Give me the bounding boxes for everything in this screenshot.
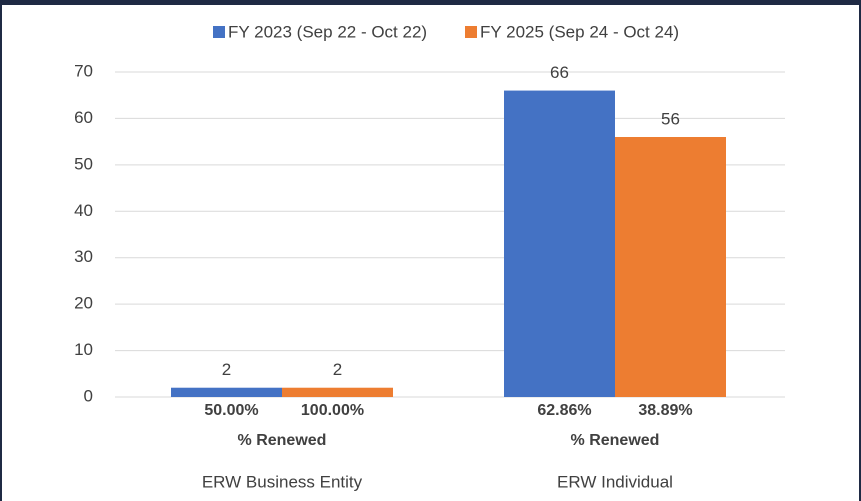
renewed-label: 50.00% bbox=[204, 402, 258, 419]
renewed-label: 100.00% bbox=[301, 402, 364, 419]
legend-label: FY 2025 (Sep 24 - Oct 24) bbox=[480, 22, 679, 41]
renewed-label: 62.86% bbox=[537, 402, 591, 419]
renewed-caption: % Renewed bbox=[238, 432, 327, 449]
bar bbox=[171, 387, 282, 397]
legend-label: FY 2023 (Sep 22 - Oct 22) bbox=[228, 22, 427, 41]
y-tick-label: 70 bbox=[74, 61, 93, 80]
bar bbox=[504, 90, 615, 398]
renewed-caption: % Renewed bbox=[571, 432, 660, 449]
bar bbox=[282, 387, 393, 397]
top-border bbox=[0, 0, 861, 5]
y-tick-label: 50 bbox=[74, 154, 93, 173]
legend-swatch bbox=[213, 26, 225, 38]
value-label: 66 bbox=[550, 63, 569, 82]
y-tick-label: 10 bbox=[74, 340, 93, 359]
y-tick-label: 30 bbox=[74, 247, 93, 266]
value-label: 2 bbox=[333, 360, 342, 379]
value-label: 56 bbox=[661, 109, 680, 128]
y-tick-label: 40 bbox=[74, 201, 93, 220]
y-tick-label: 20 bbox=[74, 294, 93, 313]
legend-swatch bbox=[465, 26, 477, 38]
right-border bbox=[859, 0, 861, 501]
x-tick-label: ERW Individual bbox=[557, 472, 673, 491]
renewed-label: 38.89% bbox=[638, 402, 692, 419]
y-tick-label: 0 bbox=[84, 386, 93, 405]
x-tick-label: ERW Business Entity bbox=[202, 472, 363, 491]
left-border bbox=[0, 0, 2, 501]
value-label: 2 bbox=[222, 360, 231, 379]
bar bbox=[615, 137, 726, 397]
y-tick-label: 60 bbox=[74, 108, 93, 127]
